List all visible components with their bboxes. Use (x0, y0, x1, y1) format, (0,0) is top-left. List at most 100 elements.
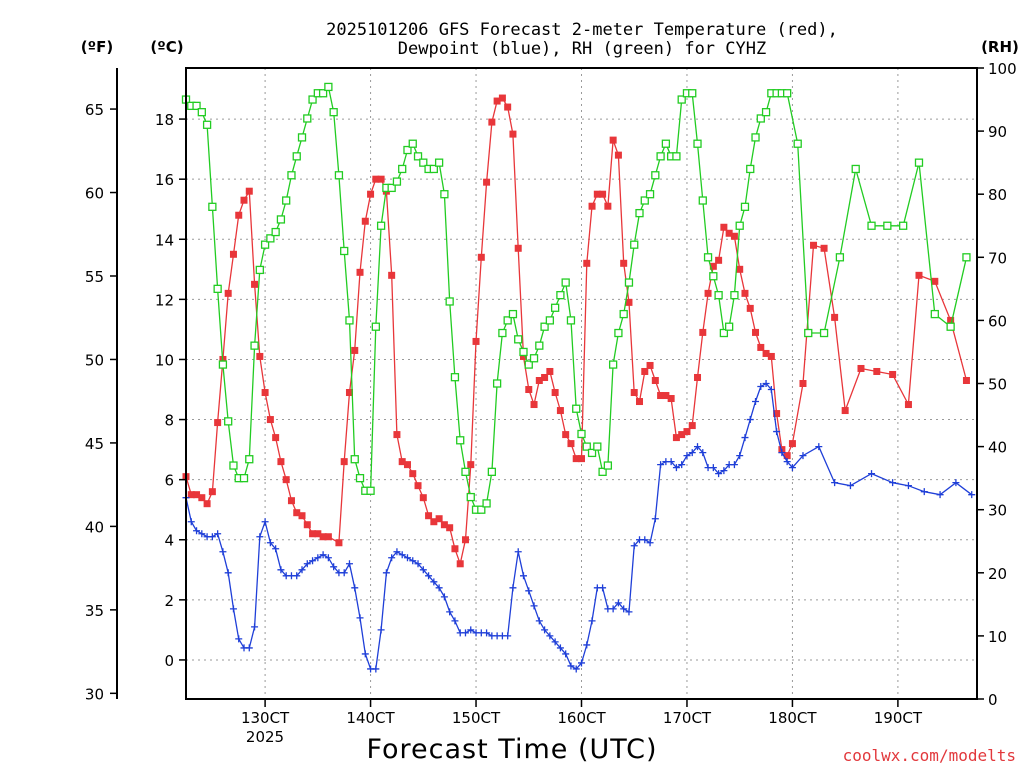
rh-series (181, 82, 971, 514)
rh-point (371, 322, 380, 331)
dewpoint-point (868, 470, 876, 478)
temperature-point (931, 277, 939, 285)
temperature-point (430, 518, 438, 526)
rh-point (899, 221, 908, 230)
temperature-point (488, 118, 496, 126)
temperature-point (562, 431, 570, 439)
temperature-point (820, 244, 828, 252)
x-tick-label: 130CT (241, 709, 290, 727)
rh-point (851, 164, 860, 174)
temperature-point (266, 416, 274, 424)
temperature-point (256, 352, 264, 360)
rh-point (245, 455, 254, 464)
dewpoint-point (683, 452, 691, 460)
rh-point (355, 473, 365, 483)
temperature-point (245, 187, 253, 195)
dewpoint-point (562, 650, 570, 658)
rh-tick-label: 100 (988, 60, 1017, 78)
dewpoint-point (372, 665, 380, 673)
dewpoint-point (266, 539, 274, 547)
rh-point (603, 461, 613, 470)
dewpoint-point (783, 458, 791, 466)
temperature-point (614, 151, 622, 159)
rh-point (962, 253, 971, 262)
dewpoint-point (340, 569, 348, 577)
rh-point (224, 417, 233, 426)
fahrenheit-tick-label: 35 (85, 602, 104, 620)
rh-point (719, 328, 729, 338)
celsius-tick-label: 14 (155, 231, 174, 249)
x-tick-label: 160CT (557, 709, 606, 727)
temperature-point (588, 202, 596, 210)
temperature-point (841, 407, 849, 415)
dewpoint-point (936, 491, 944, 499)
rh-point (403, 145, 412, 155)
fahrenheit-unit-label: (ºF) (81, 38, 113, 56)
rh-point (208, 202, 217, 211)
credit-link[interactable]: coolwx.com/modelts (843, 746, 1016, 765)
dewpoint-point (630, 542, 638, 550)
celsius-tick-label: 18 (155, 111, 174, 129)
dewpoint-point (551, 638, 559, 646)
dewpoint-point (583, 641, 591, 649)
dewpoint-point (578, 659, 585, 667)
rh-point (661, 139, 671, 148)
dewpoint-point (831, 479, 839, 487)
temperature-point (551, 389, 559, 397)
dewpoint-point (778, 449, 786, 457)
dewpoint-point (393, 548, 401, 556)
dewpoint-point (815, 443, 823, 451)
dewpoint-point (483, 629, 491, 637)
rh-point (835, 253, 845, 262)
temperature-point (461, 536, 469, 544)
rh-point (429, 164, 438, 174)
dewpoint-point (699, 449, 707, 457)
rh-point (345, 316, 354, 325)
temperature-point (372, 175, 380, 183)
rh-point (688, 89, 697, 98)
dewpoint-point (356, 614, 364, 622)
rh-point (318, 89, 328, 98)
dewpoint-point (193, 527, 201, 535)
rh-point (413, 152, 423, 161)
temperature-point (361, 217, 369, 225)
temperature-point (477, 253, 485, 261)
dewpoint-point (388, 554, 396, 562)
rh-point (461, 467, 470, 476)
temperature-point (335, 539, 343, 547)
rh-point (524, 360, 533, 369)
rh-point (630, 240, 639, 249)
temperature-point (556, 407, 564, 415)
dewpoint-point (461, 629, 469, 637)
x-tick-label: 150CT (452, 709, 501, 727)
fahrenheit-tick-label: 50 (85, 351, 104, 369)
temperature-point (662, 392, 670, 400)
temperature-point (277, 458, 285, 466)
rh-point (229, 461, 238, 470)
temperature-point (578, 455, 585, 463)
rh-axis: 0 10 20 30 40 50 60 70 80 90 100 (977, 60, 1017, 709)
temperature-point (193, 491, 201, 499)
rh-point (535, 341, 544, 350)
temperature-point (240, 196, 248, 204)
rh-tick-label: 60 (988, 312, 1007, 330)
dewpoint-point (446, 608, 454, 616)
temperature-point (672, 434, 680, 442)
dewpoint-point (904, 482, 912, 490)
rh-tick-label: 30 (988, 502, 1007, 520)
celsius-tick-label: 16 (155, 171, 174, 189)
temperature-point (319, 533, 327, 541)
temperature-point (351, 346, 359, 354)
temperature-point (962, 376, 970, 384)
fahrenheit-tick-label: 30 (85, 685, 104, 703)
dewpoint-point (588, 617, 596, 625)
rh-tick-label: 10 (988, 628, 1007, 646)
rh-point (477, 505, 486, 514)
rh-point (266, 234, 275, 243)
temperature-point (414, 482, 422, 490)
temperature-point (593, 190, 601, 198)
rh-point (366, 486, 375, 495)
dewpoint-point (309, 557, 317, 565)
dewpoint-point (535, 617, 543, 625)
